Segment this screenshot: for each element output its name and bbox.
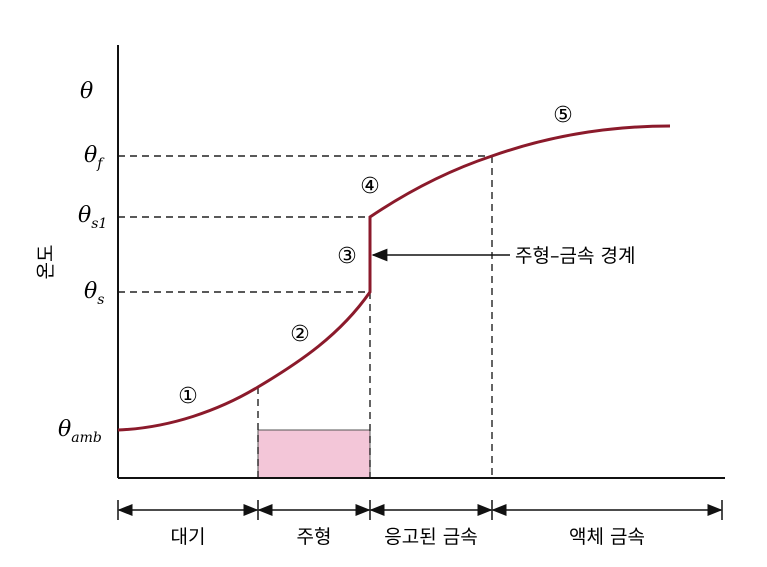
stage-number: ④: [360, 174, 380, 199]
annotation: 주형–금속 경계: [515, 245, 635, 267]
stage-number: ①: [178, 384, 198, 409]
axes: [117, 45, 725, 479]
level-label: θf: [84, 143, 105, 172]
region-label: 대기: [171, 526, 206, 548]
region-label: 액체 금속: [569, 526, 645, 548]
level-subscript: s1: [91, 216, 107, 232]
level-symbol: θ: [58, 417, 71, 442]
level-subscript: s: [97, 292, 104, 308]
stage-number: ⑤: [553, 103, 573, 128]
temperature-curve: [117, 124, 671, 432]
level-label: θamb: [58, 417, 102, 446]
level-label: θs1: [78, 203, 107, 232]
y-title: 온도: [35, 245, 57, 280]
level-symbol: θ: [84, 279, 97, 304]
level-label: θs: [84, 279, 104, 308]
mold-region: [257, 429, 371, 479]
level-symbol: θ: [78, 203, 91, 228]
stage-number: ②: [290, 322, 310, 347]
stage-number: ③: [337, 244, 357, 269]
y-symbol: θ: [80, 79, 93, 104]
level-subscript: amb: [71, 430, 102, 446]
guides: [118, 155, 493, 478]
region-label: 응고된 금속: [384, 526, 477, 548]
level-subscript: f: [96, 156, 105, 172]
dimension-line: [117, 500, 723, 520]
region-label: 주형: [297, 526, 332, 548]
level-symbol: θ: [84, 143, 97, 168]
